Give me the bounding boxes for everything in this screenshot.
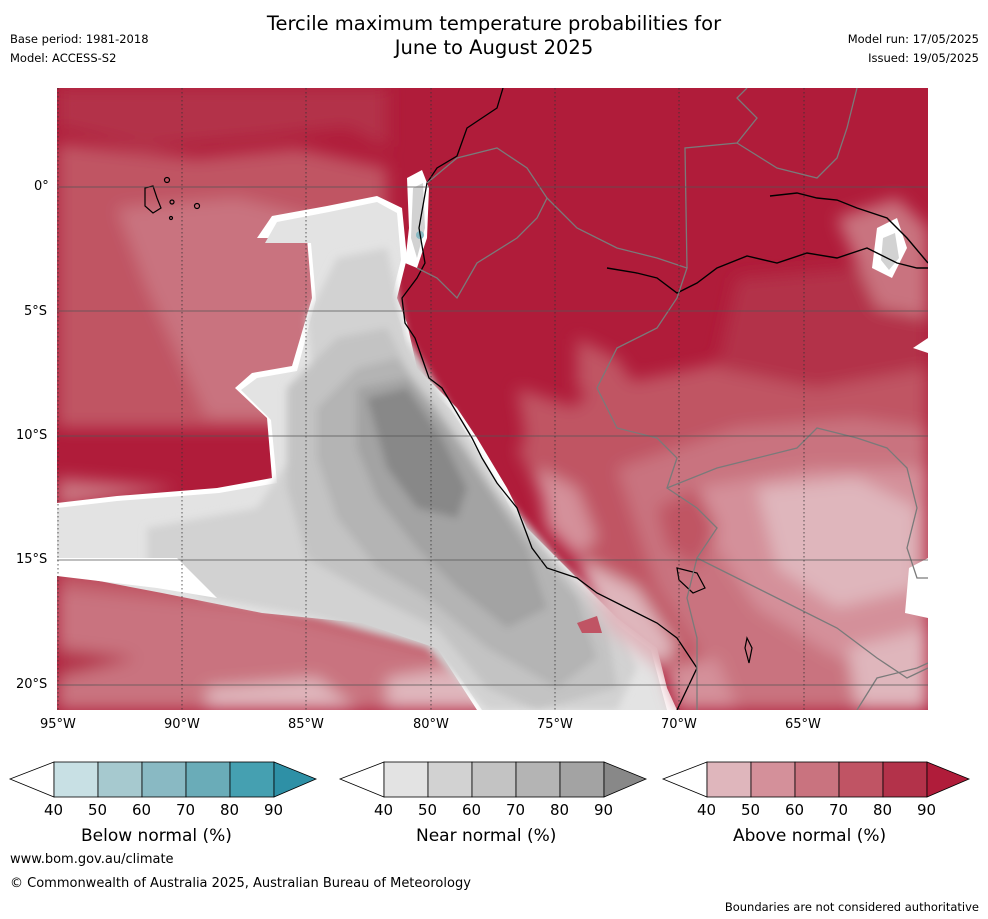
title-line-2: June to August 2025: [394, 36, 594, 59]
above-tick-70: 70: [829, 801, 849, 819]
near-swatch-2: [427, 761, 473, 798]
near-swatch-5: [559, 761, 605, 798]
lon-label-95w: 95°W: [40, 717, 76, 732]
model-label: Model: ACCESS-S2: [10, 51, 117, 65]
amazon-river: [606, 247, 928, 294]
below-swatch-6: [273, 761, 318, 798]
near-tick-40: 40: [374, 801, 394, 819]
model-run-label: Model run: 17/05/2025: [847, 32, 979, 46]
above-tick-60: 60: [785, 801, 805, 819]
white-patch-east: [905, 558, 928, 618]
colorbar-above: [661, 761, 971, 798]
below-swatch-0: [8, 761, 55, 798]
near-tick-80: 80: [550, 801, 570, 819]
near-tick-60: 60: [462, 801, 482, 819]
near-swatch-3: [471, 761, 517, 798]
lat-label-0: 0°: [34, 179, 49, 194]
above-swatch-6: [926, 761, 971, 798]
map-title: Tercile maximum temperature probabilitie…: [0, 12, 988, 60]
above-tick-40: 40: [697, 801, 717, 819]
below-tick-40: 40: [44, 801, 64, 819]
lat-label-15s: 15°S: [16, 552, 48, 567]
country-borders: [416, 88, 928, 710]
below-swatch-4: [185, 761, 231, 798]
below-swatch-5: [229, 761, 275, 798]
lat-label-20s: 20°S: [16, 677, 48, 692]
below-swatch-2: [97, 761, 143, 798]
near-swatch-1: [383, 761, 429, 798]
below-tick-50: 50: [88, 801, 108, 819]
disclaimer-label: Boundaries are not considered authoritat…: [724, 900, 979, 914]
above-normal-title: Above normal (%): [733, 826, 887, 846]
near-tick-70: 70: [506, 801, 526, 819]
below-tick-60: 60: [132, 801, 152, 819]
above-swatch-3: [794, 761, 840, 798]
above-swatch-4: [838, 761, 884, 798]
below-tick-80: 80: [220, 801, 240, 819]
below-swatch-1: [53, 761, 99, 798]
near-swatch-0: [338, 761, 385, 798]
lat-label-5s: 5°S: [24, 304, 48, 319]
near-normal-region: [57, 196, 677, 710]
near-tick-90: 90: [594, 801, 614, 819]
lon-label-75w: 75°W: [537, 717, 573, 732]
lon-label-85w: 85°W: [288, 717, 324, 732]
below-swatch-3: [141, 761, 187, 798]
title-line-1: Tercile maximum temperature probabilitie…: [266, 12, 722, 35]
below-normal-title: Below normal (%): [81, 826, 232, 846]
near-normal-title: Near normal (%): [416, 826, 557, 846]
coastline: [401, 88, 698, 710]
above-swatch-1: [706, 761, 752, 798]
below-tick-90: 90: [264, 801, 284, 819]
website-label: www.bom.gov.au/climate: [10, 852, 174, 867]
lon-label-90w: 90°W: [164, 717, 200, 732]
lon-label-70w: 70°W: [661, 717, 697, 732]
below-tick-70: 70: [176, 801, 196, 819]
above-swatch-2: [750, 761, 796, 798]
lat-label-10s: 10°S: [16, 428, 48, 443]
colorbars: [8, 761, 971, 798]
above-swatch-0: [661, 761, 708, 798]
above-tick-90: 90: [917, 801, 937, 819]
colorbar-near: [338, 761, 648, 798]
base-period-label: Base period: 1981-2018: [10, 32, 149, 46]
river-north: [769, 192, 928, 264]
probability-map: [57, 88, 928, 710]
near-tick-50: 50: [418, 801, 438, 819]
map-canvas: [57, 88, 928, 710]
above-swatch-5: [882, 761, 928, 798]
latitude-gridlines: [57, 186, 928, 686]
lon-label-65w: 65°W: [785, 717, 821, 732]
near-swatch-4: [515, 761, 561, 798]
above-tick-80: 80: [873, 801, 893, 819]
lon-label-80w: 80°W: [413, 717, 449, 732]
galapagos-islands: [144, 176, 201, 221]
colorbar-below: [8, 761, 318, 798]
issued-label: Issued: 19/05/2025: [868, 51, 979, 65]
near-swatch-6: [603, 761, 648, 798]
copyright-label: © Commonwealth of Australia 2025, Austra…: [10, 876, 471, 891]
above-tick-50: 50: [741, 801, 761, 819]
